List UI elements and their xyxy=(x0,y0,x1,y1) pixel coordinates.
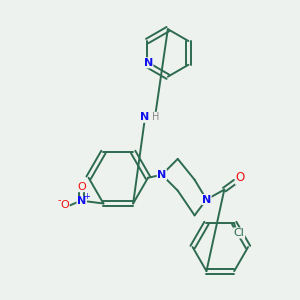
Text: N: N xyxy=(202,194,211,205)
Text: O: O xyxy=(236,171,245,184)
Text: O: O xyxy=(77,182,86,192)
Text: -: - xyxy=(57,196,61,206)
Text: N: N xyxy=(157,170,167,180)
Text: O: O xyxy=(60,200,69,211)
Text: +: + xyxy=(83,192,90,201)
Text: H: H xyxy=(152,112,160,122)
Text: N: N xyxy=(140,112,150,122)
Text: Cl: Cl xyxy=(234,228,244,238)
Text: N: N xyxy=(144,58,153,68)
Text: N: N xyxy=(77,196,86,206)
